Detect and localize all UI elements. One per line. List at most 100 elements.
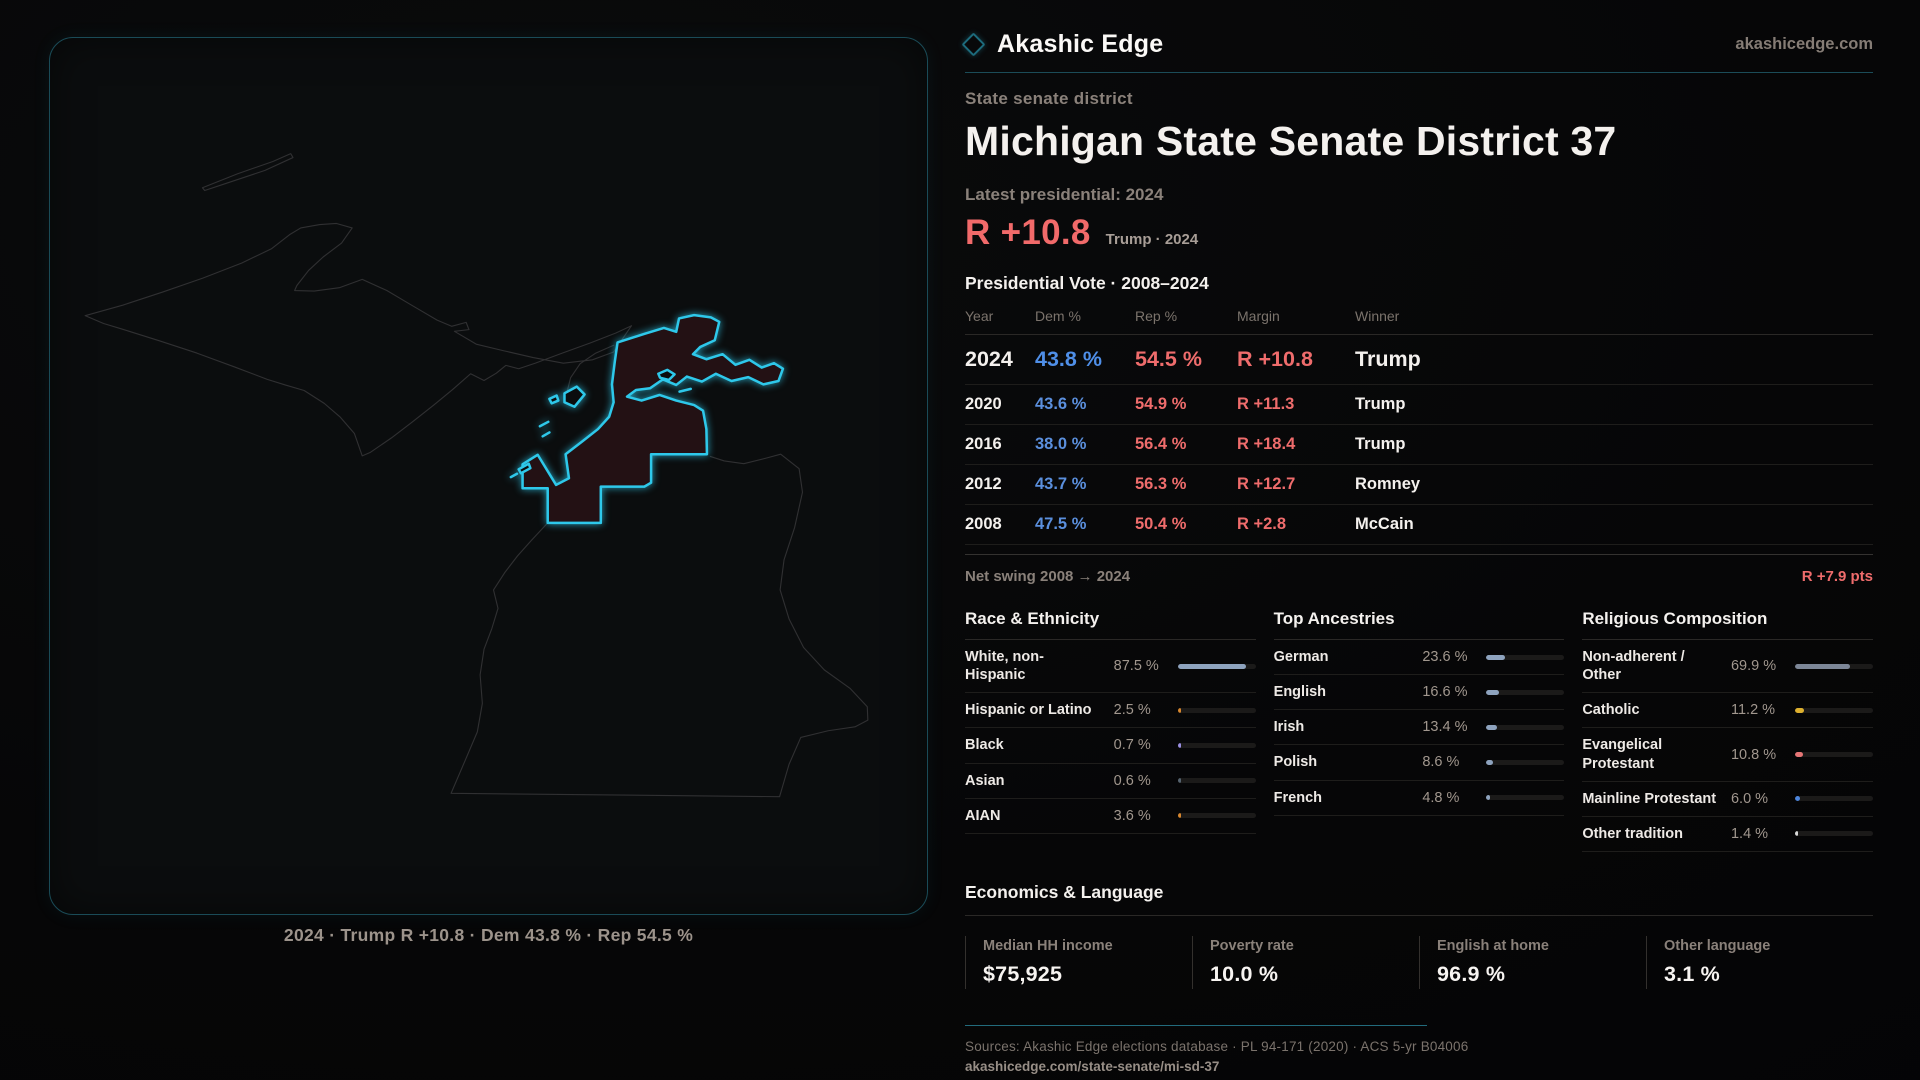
headline-margin-row: R +10.8 Trump · 2024 — [965, 213, 1873, 253]
stat-value: 96.9 % — [1437, 961, 1506, 986]
brand: Akashic Edge — [961, 30, 1164, 59]
stat-cell: Other language 3.1 % — [1646, 935, 1873, 989]
brand-name: Akashic Edge — [997, 30, 1164, 58]
demo-label: Catholic — [1582, 702, 1640, 719]
demo-row: Non-adherent / Other 69.9 % — [1582, 640, 1873, 694]
demo-bar-fill — [1177, 778, 1181, 784]
demo-bar-fill — [1177, 742, 1181, 748]
demo-bar — [1177, 778, 1256, 784]
latest-presidential-label: Latest presidential: 2024 — [965, 185, 1164, 204]
stat-value: $75,925 — [983, 961, 1063, 986]
header-divider — [965, 72, 1873, 73]
vote-table-column-header-2: Rep % — [1135, 308, 1178, 324]
lower-peninsula-outline — [450, 453, 869, 798]
stat-cell: Poverty rate 10.0 % — [1192, 935, 1419, 989]
demo-bar — [1794, 707, 1873, 713]
demo-label: French — [1273, 789, 1322, 806]
headline-margin-value: R +10.8 — [965, 213, 1091, 252]
district-shape[interactable] — [521, 313, 785, 525]
vote-year: 2012 — [965, 475, 1002, 493]
vote-winner: Trump — [1355, 435, 1406, 453]
vote-dem-share: 47.5 % — [1035, 515, 1087, 533]
footer: Sources: Akashic Edge elections database… — [965, 1024, 1873, 1076]
demo-value: 4.8 % — [1422, 789, 1460, 806]
demo-bar-fill — [1486, 724, 1497, 730]
demo-bar-fill — [1486, 759, 1494, 765]
demo-row: White, non-Hispanic 87.5 % — [965, 640, 1256, 694]
vote-dem-share: 43.8 % — [1035, 347, 1102, 371]
vote-winner: Trump — [1355, 395, 1406, 413]
map-caption: 2024 · Trump R +10.8 · Dem 43.8 % · Rep … — [283, 925, 694, 945]
vote-dem-share: 43.7 % — [1035, 475, 1087, 493]
isle-royale-outline — [201, 153, 294, 192]
demo-bar — [1486, 724, 1565, 730]
vote-year: 2016 — [965, 435, 1002, 453]
demo-bar-fill — [1177, 663, 1246, 669]
demo-row: Other tradition 1.4 % — [1582, 817, 1873, 852]
footer-divider — [965, 1024, 1427, 1026]
vote-winner: McCain — [1355, 515, 1414, 533]
demo-bar — [1794, 796, 1873, 802]
vote-table-column-header-4: Winner — [1355, 308, 1400, 324]
vote-margin: R +12.7 — [1237, 475, 1296, 493]
demo-value: 69.9 % — [1730, 658, 1777, 675]
permalink[interactable]: akashicedge.com/state-senate/mi-sd-37 — [965, 1058, 1220, 1074]
vote-winner: Romney — [1355, 475, 1421, 493]
demo-section-title: Religious Composition — [1582, 609, 1873, 640]
demo-label: AIAN — [965, 807, 1001, 824]
demo-bar — [1794, 663, 1873, 669]
demo-label: English — [1273, 684, 1327, 701]
vote-table-row-2016: 2016 38.0 % 56.4 % R +18.4 Trump — [965, 425, 1873, 465]
detail-panel: Akashic Edge akashicedge.com State senat… — [961, 30, 1873, 1076]
demo-bar-fill — [1794, 796, 1800, 802]
district-islet-2 — [541, 431, 551, 438]
district-map-panel — [49, 37, 928, 915]
net-swing-row: Net swing 2008 → 2024 R +7.9 pts — [965, 554, 1873, 585]
demo-row: Asian 0.6 % — [965, 764, 1256, 799]
vote-table-row-2020: 2020 43.6 % 54.9 % R +11.3 Trump — [965, 385, 1873, 425]
stat-value: 10.0 % — [1210, 961, 1279, 986]
demo-value: 2.5 % — [1113, 702, 1151, 719]
brand-diamond-icon — [961, 32, 986, 57]
demo-bar — [1177, 813, 1256, 819]
demo-bar — [1486, 795, 1565, 801]
demo-bar — [1177, 742, 1256, 748]
demo-bar — [1486, 654, 1565, 660]
demo-row: Polish 8.6 % — [1273, 745, 1565, 781]
district-type-eyebrow: State senate district — [965, 89, 1133, 108]
vote-table-column-header-1: Dem % — [1035, 308, 1081, 324]
vote-table-title: Presidential Vote · 2008–2024 — [965, 273, 1209, 293]
demo-label: Irish — [1273, 719, 1305, 736]
demo-section: Religious Composition Non-adherent / Othe… — [1582, 609, 1873, 852]
district-islet-1 — [538, 420, 550, 428]
stat-label: Other language — [1664, 937, 1771, 954]
vote-margin: R +18.4 — [1237, 435, 1296, 453]
demo-label: Asian — [965, 772, 1005, 789]
stat-label: English at home — [1437, 937, 1549, 954]
demo-bar — [1794, 831, 1873, 837]
demo-value: 16.6 % — [1422, 684, 1468, 701]
vote-rep-share: 56.4 % — [1135, 435, 1187, 453]
district-island-southwest — [517, 462, 532, 475]
demo-bar — [1177, 707, 1256, 713]
demo-row: AIAN 3.6 % — [965, 799, 1256, 834]
vote-margin: R +10.8 — [1237, 347, 1313, 371]
demo-bar-fill — [1794, 663, 1850, 669]
district-island-small — [548, 394, 560, 405]
demo-bar — [1486, 759, 1565, 765]
stat-label: Poverty rate — [1210, 937, 1294, 954]
brand-domain-link[interactable]: akashicedge.com — [1735, 35, 1873, 53]
economics-stats-row: Median HH income $75,925 Poverty rate 10.0 … — [965, 935, 1873, 989]
demo-value: 6.0 % — [1730, 790, 1769, 807]
headline-margin-context: Trump · 2024 — [1105, 231, 1199, 248]
demo-row: Black 0.7 % — [965, 728, 1256, 764]
demo-value: 8.6 % — [1422, 754, 1460, 771]
demo-row: English 16.6 % — [1273, 675, 1565, 711]
brand-header: Akashic Edge akashicedge.com — [961, 30, 1873, 59]
demo-label: Mainline Protestant — [1582, 790, 1717, 807]
demo-section-title: Top Ancestries — [1273, 609, 1565, 640]
vote-rep-share: 54.5 % — [1135, 347, 1202, 371]
demo-label: Non-adherent / Other — [1582, 649, 1685, 684]
vote-table-column-header-3: Margin — [1237, 308, 1280, 324]
demo-value: 11.2 % — [1730, 702, 1776, 719]
